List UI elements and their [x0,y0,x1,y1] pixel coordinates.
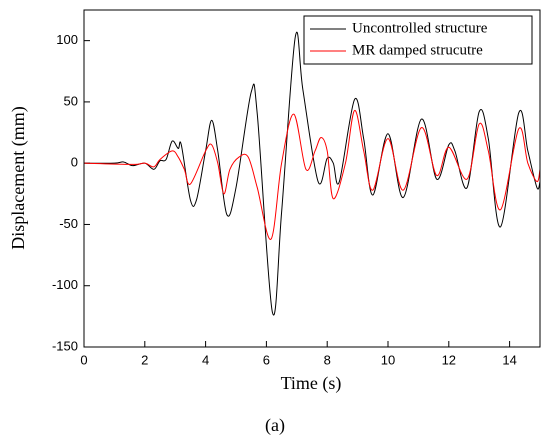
x-tick-label: 12 [442,352,456,367]
y-tick-label: -150 [52,338,78,353]
y-tick-label: -100 [52,277,78,292]
x-tick-label: 4 [202,352,209,367]
legend-box [303,15,533,65]
x-tick-label: 10 [381,352,395,367]
series-line [84,31,540,316]
series-line [84,109,540,240]
y-axis-label: Displacement (mm) [8,106,29,249]
x-axis-label: Time (s) [281,373,342,394]
x-tick-label: 0 [80,352,87,367]
legend-label: MR damped strucutre [352,42,483,58]
x-tick-label: 6 [263,352,270,367]
x-tick-label: 8 [324,352,331,367]
plot-frame [83,9,541,348]
y-tick-label: -50 [59,216,78,231]
y-tick-label: 0 [71,155,78,170]
caption: (a) [265,415,285,436]
x-tick-label: 14 [502,352,516,367]
y-tick-label: 50 [64,93,78,108]
legend-label: Uncontrolled structure [352,20,488,36]
y-tick-label: 100 [56,32,78,47]
x-tick-label: 2 [141,352,148,367]
